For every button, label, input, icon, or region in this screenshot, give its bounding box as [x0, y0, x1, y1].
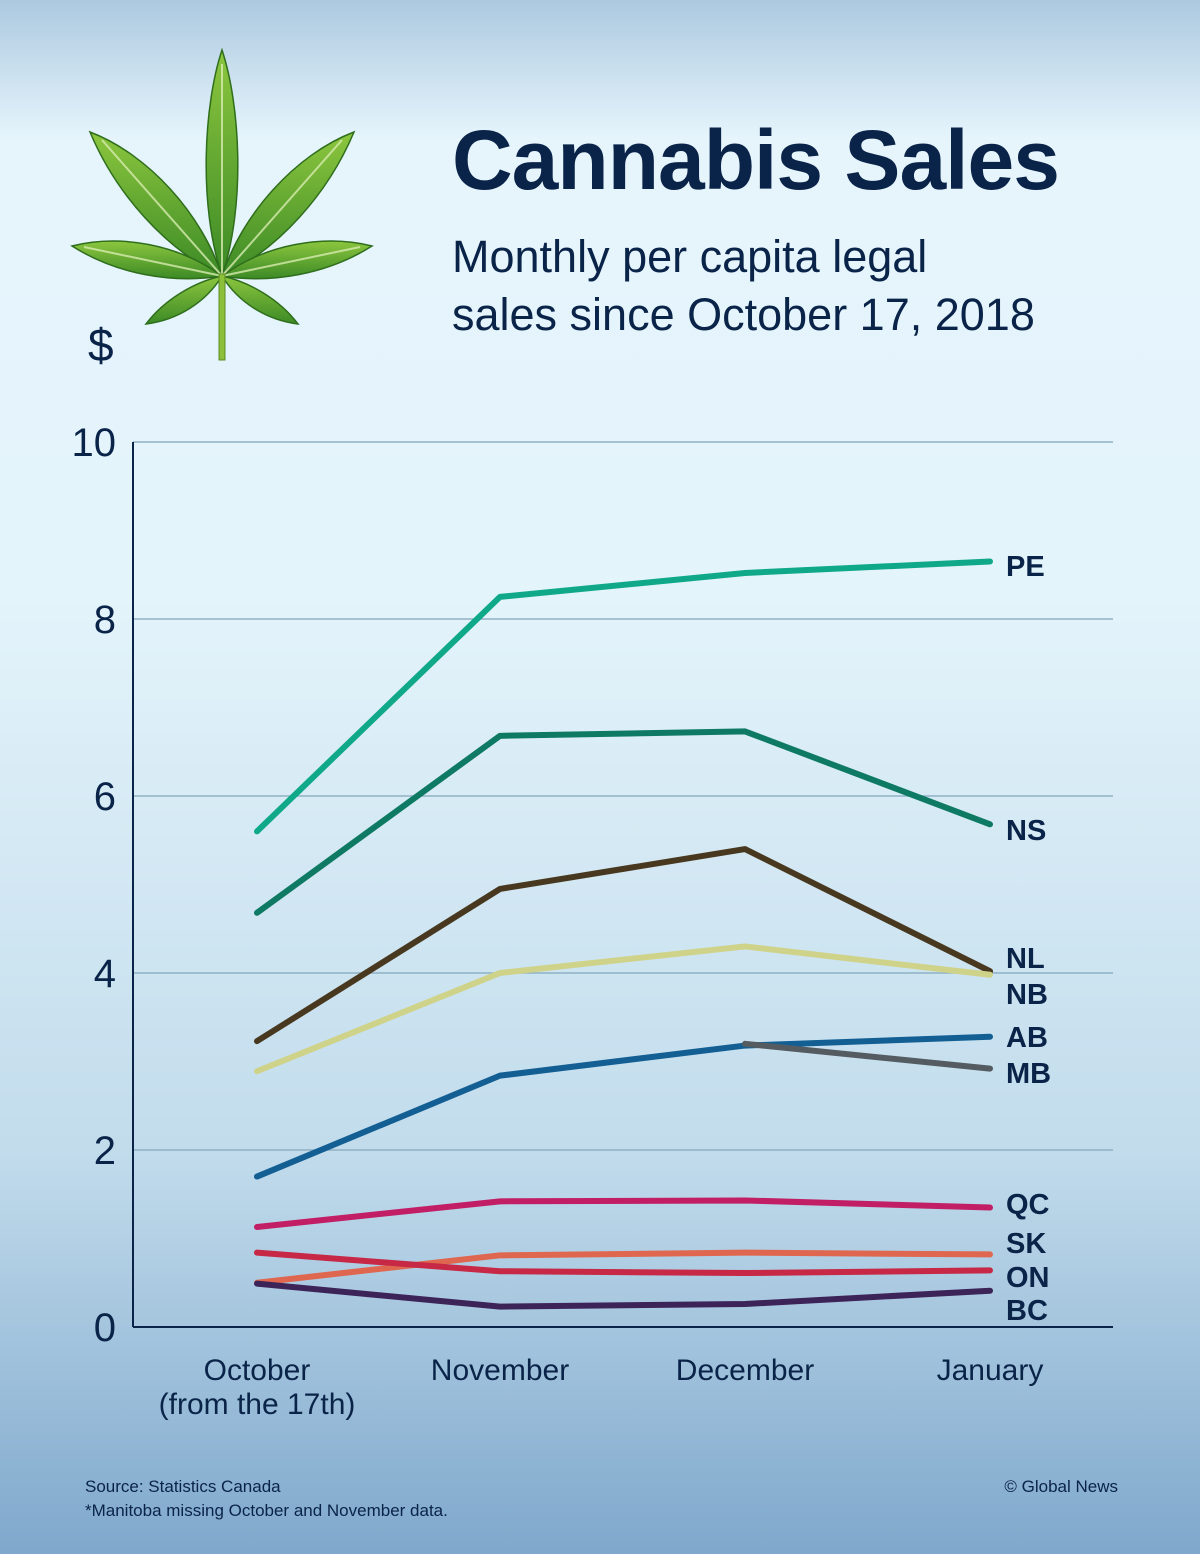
- series-line-nb: [254, 943, 993, 1075]
- series-label-bc: BC: [1006, 1295, 1048, 1327]
- y-tick-label: 2: [94, 1129, 116, 1173]
- series-label-ns: NS: [1006, 815, 1046, 847]
- footnote: *Manitoba missing October and November d…: [85, 1501, 448, 1520]
- series-line-mb: [742, 1040, 993, 1072]
- series-line-sk: [254, 1249, 993, 1286]
- series-label-nb: NB: [1006, 979, 1048, 1011]
- series-label-ab: AB: [1006, 1022, 1048, 1054]
- series-line-on: [254, 1249, 993, 1277]
- x-tick-label: (from the 17th): [159, 1388, 356, 1421]
- y-tick-label: 0: [94, 1306, 116, 1350]
- x-tick-label: October: [204, 1354, 311, 1387]
- y-tick-label: 4: [94, 952, 116, 996]
- y-tick-label: 6: [94, 775, 116, 819]
- y-tick-label: 10: [72, 421, 117, 465]
- chart-subtitle: Monthly per capita legal sales since Oct…: [452, 228, 1152, 344]
- series-line-ab: [254, 1033, 993, 1180]
- credit-note: © Global News: [1004, 1477, 1118, 1496]
- source-note: Source: Statistics Canada: [85, 1477, 281, 1496]
- y-tick-label: 8: [94, 598, 116, 642]
- cannabis-leaf-icon: [70, 47, 374, 361]
- series-label-pe: PE: [1006, 551, 1045, 583]
- series-line-nl: [254, 846, 993, 1045]
- y-axis-label: $: [88, 319, 114, 371]
- x-tick-label: November: [431, 1354, 569, 1387]
- series-line-bc: [254, 1280, 993, 1310]
- x-tick-label: January: [937, 1354, 1044, 1387]
- chart-title: Cannabis Sales: [452, 113, 1060, 207]
- series-label-on: ON: [1006, 1262, 1050, 1294]
- series-line-ns: [254, 728, 993, 916]
- x-tick-label: December: [676, 1354, 814, 1387]
- series-label-mb: MB: [1006, 1058, 1051, 1090]
- series-line-qc: [254, 1197, 993, 1230]
- subtitle-line-2: sales since October 17, 2018: [452, 289, 1035, 340]
- series-label-nl: NL: [1006, 943, 1045, 975]
- series-label-sk: SK: [1006, 1228, 1046, 1260]
- series-label-qc: QC: [1006, 1189, 1050, 1221]
- series-line-pe: [254, 558, 993, 835]
- subtitle-line-1: Monthly per capita legal: [452, 231, 928, 282]
